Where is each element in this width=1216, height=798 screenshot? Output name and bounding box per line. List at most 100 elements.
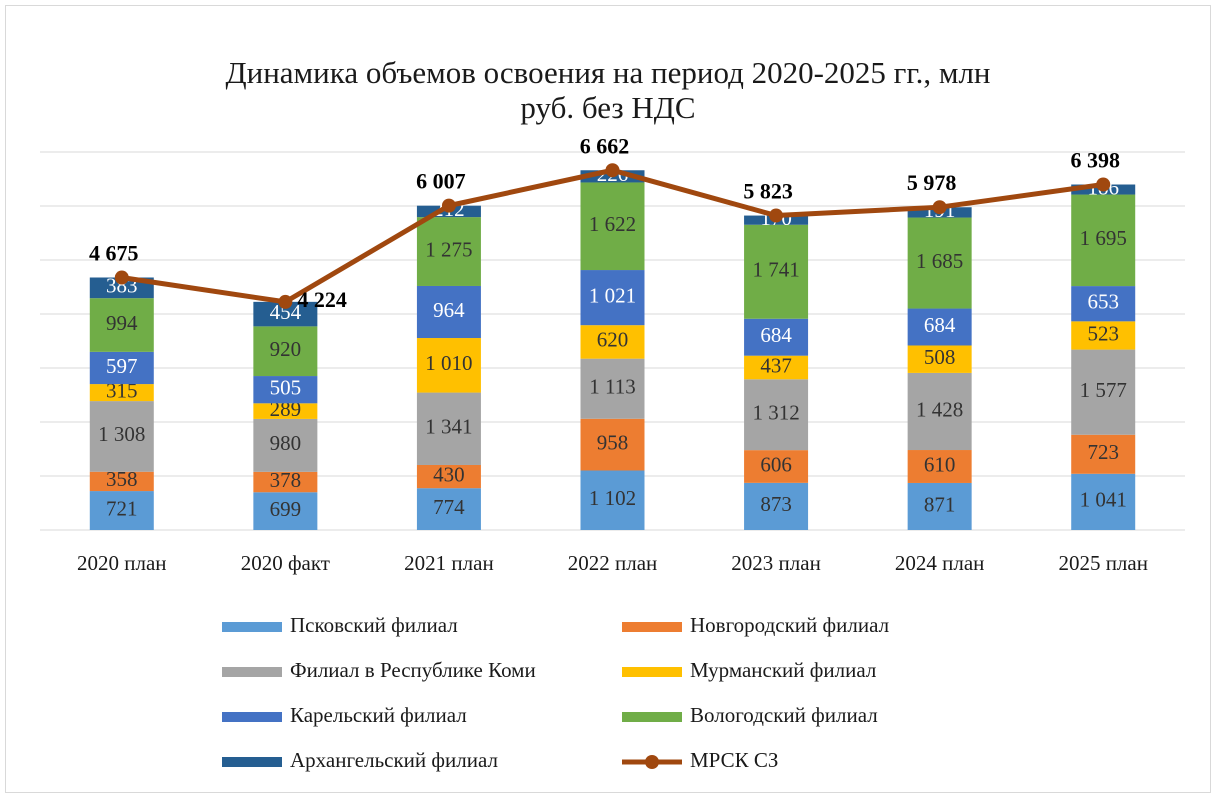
bar-segment (253, 418, 318, 472)
data-label: 964 (433, 298, 465, 322)
chart-title: Динамика объемов освоения на период 2020… (225, 55, 990, 90)
data-label: 653 (1087, 290, 1119, 314)
data-label: 684 (760, 323, 792, 347)
data-label: 1 622 (589, 212, 636, 236)
legend-label: Мурманский филиал (690, 658, 876, 682)
bar-segment (744, 379, 809, 451)
legend-marker (622, 667, 682, 677)
data-label: 508 (924, 345, 956, 369)
bar-segment (89, 298, 154, 352)
data-label: 1 102 (589, 486, 636, 510)
bar-segment (89, 471, 154, 492)
bar-segment (89, 491, 154, 530)
bar-segment (580, 182, 645, 271)
data-label: 505 (270, 375, 302, 399)
bar-segment (907, 482, 972, 530)
total-label: 6 662 (580, 133, 630, 158)
bar-segment (253, 376, 318, 404)
data-label: 1 308 (98, 422, 145, 446)
legend-marker (222, 667, 282, 677)
legend-marker (622, 712, 682, 722)
x-tick-label: 2021 план (404, 551, 494, 575)
total-label: 5 978 (907, 170, 957, 195)
data-label: 437 (760, 353, 792, 377)
x-tick-label: 2023 план (731, 551, 821, 575)
bar-segment (744, 450, 809, 483)
line-marker (1096, 177, 1111, 192)
data-label: 1 010 (425, 351, 472, 375)
bar-segment (580, 358, 645, 419)
total-label: 6 007 (416, 169, 466, 194)
total-label: 6 398 (1070, 148, 1120, 173)
line-marker (605, 163, 620, 178)
chart-title: руб. без НДС (520, 90, 695, 125)
x-tick-label: 2020 факт (241, 551, 330, 575)
bar-segment (89, 351, 154, 385)
data-label: 699 (270, 497, 302, 521)
data-label: 774 (433, 495, 465, 519)
line-marker (932, 200, 947, 215)
bar-segment (89, 277, 154, 299)
total-label: 4 675 (89, 241, 139, 266)
legend-label: Вологодский филиал (690, 703, 878, 727)
data-label: 1 741 (752, 258, 799, 282)
bar-segment (253, 471, 318, 493)
data-label: 1 113 (589, 375, 635, 399)
total-label: 4 224 (297, 287, 347, 312)
bar-segment (416, 488, 481, 530)
data-label: 1 577 (1080, 378, 1127, 402)
bar-segment (1071, 286, 1136, 322)
bar-segment (907, 308, 972, 346)
bar-segment (253, 492, 318, 530)
bar-segment (580, 470, 645, 530)
bar-segment (907, 450, 972, 483)
data-label: 606 (760, 452, 792, 476)
legend-marker (222, 712, 282, 722)
data-label: 1 341 (425, 415, 472, 439)
x-tick-label: 2025 план (1058, 551, 1148, 575)
bar-segment (580, 325, 645, 359)
legend-label: Псковский филиал (290, 613, 458, 637)
line-marker (769, 208, 784, 223)
data-label: 610 (924, 452, 956, 476)
data-label: 873 (760, 492, 792, 516)
line-marker (114, 270, 129, 285)
data-label: 723 (1087, 440, 1119, 464)
data-label: 597 (106, 354, 138, 378)
bar-segment (580, 418, 645, 471)
data-label: 684 (924, 313, 956, 337)
data-label: 721 (106, 496, 138, 520)
legend-label: Архангельский филиал (290, 748, 498, 772)
bar-segment (580, 270, 645, 326)
legend-marker (222, 757, 282, 767)
data-label: 1 428 (916, 397, 963, 421)
data-label: 1 695 (1080, 226, 1127, 250)
legend-label: Новгородский филиал (690, 613, 889, 637)
bar-segment (416, 338, 481, 393)
x-tick-label: 2020 план (77, 551, 167, 575)
data-label: 920 (270, 337, 302, 361)
x-tick-label: 2024 план (895, 551, 985, 575)
bar-segment (1071, 349, 1136, 435)
bar-segment (907, 217, 972, 309)
data-label: 1 312 (752, 401, 799, 425)
bar-segment (744, 318, 809, 356)
bar-segment (416, 285, 481, 339)
bar-segment (89, 401, 154, 472)
bar-segment (744, 482, 809, 530)
data-label: 958 (597, 430, 629, 454)
legend-label: Карельский филиал (290, 703, 467, 727)
bar-segment (1071, 321, 1136, 350)
line-marker (278, 294, 293, 309)
bar-segment (744, 224, 809, 319)
data-label: 523 (1087, 321, 1119, 345)
bar-segment (416, 464, 481, 489)
bar-segment (907, 372, 972, 451)
data-label: 430 (433, 462, 465, 486)
data-label: 378 (270, 468, 302, 492)
x-tick-label: 2022 план (568, 551, 658, 575)
bar-segment (744, 355, 809, 380)
data-label: 980 (270, 431, 302, 455)
data-label: 1 021 (589, 283, 636, 307)
data-label: 1 275 (425, 237, 472, 261)
